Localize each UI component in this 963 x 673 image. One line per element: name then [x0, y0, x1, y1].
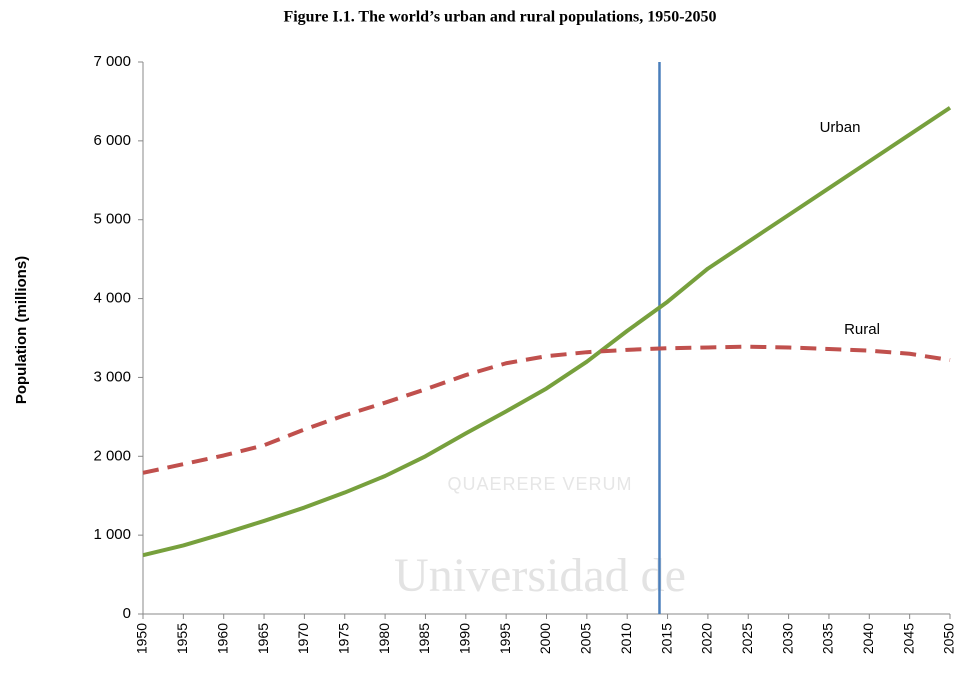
x-tick-label: 1950: [134, 623, 150, 654]
y-tick-label: 3 000: [93, 368, 131, 385]
series-line: [142, 106, 952, 558]
x-tick-label: 1995: [497, 623, 513, 654]
y-tick-label: 1 000: [93, 526, 131, 543]
watermark: QUAERERE VERUM: [447, 474, 632, 494]
series-line: [142, 344, 951, 475]
x-tick-label: 2025: [739, 623, 755, 654]
y-tick-label: 6 000: [93, 132, 131, 149]
x-tick-label: 1970: [295, 623, 311, 654]
x-tick-label: 1980: [376, 623, 392, 654]
x-tick-label: 2030: [779, 623, 795, 654]
y-axis-label: Population (millions): [13, 256, 30, 404]
series-label: Rural: [844, 321, 880, 338]
x-tick-label: 1975: [335, 623, 351, 654]
x-tick-label: 2015: [658, 623, 674, 654]
series-label: Urban: [820, 119, 861, 136]
x-tick-label: 2020: [699, 623, 715, 654]
x-tick-label: 2040: [860, 623, 876, 654]
x-tick-label: 1955: [174, 623, 190, 654]
x-tick-label: 2050: [941, 623, 957, 654]
x-tick-label: 1985: [416, 623, 432, 654]
x-tick-label: 2035: [820, 623, 836, 654]
x-tick-label: 1960: [214, 623, 230, 654]
x-tick-label: 1965: [255, 623, 271, 654]
x-tick-label: 1990: [457, 623, 473, 654]
x-tick-label: 2000: [537, 623, 553, 654]
y-tick-label: 5 000: [93, 211, 131, 228]
y-tick-label: 2 000: [93, 447, 131, 464]
x-tick-label: 2010: [618, 623, 634, 654]
chart-title: Figure I.1. The world’s urban and rural …: [283, 9, 716, 26]
x-tick-label: 2005: [578, 623, 594, 654]
watermark: Universidad de: [394, 549, 686, 602]
y-tick-label: 4 000: [93, 290, 131, 307]
x-tick-label: 2045: [900, 623, 916, 654]
y-tick-label: 0: [123, 605, 131, 622]
y-tick-label: 7 000: [93, 53, 131, 70]
